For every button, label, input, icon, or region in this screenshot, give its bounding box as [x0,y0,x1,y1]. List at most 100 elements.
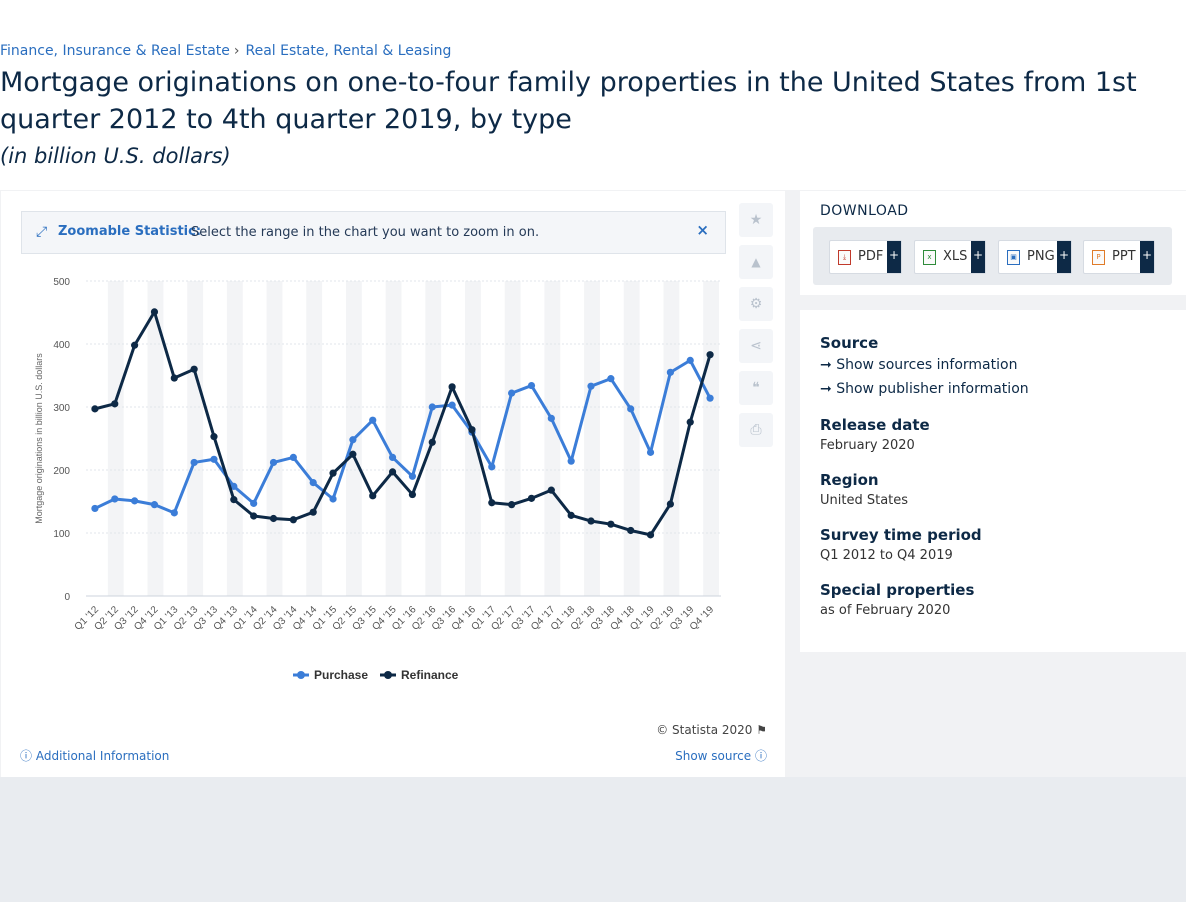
plus-icon[interactable]: + [971,241,985,273]
show-sources-link[interactable]: ➞ Show sources information [820,357,1017,373]
refinance-data-point [527,494,536,502]
zoom-label: Zoomable Statistic: [58,224,202,239]
survey-period-value: Q1 2012 to Q4 2019 [820,548,953,563]
copyright-text: © Statista 2020 [656,723,753,737]
column-band [584,281,600,596]
chart-card: ⤢ Zoomable Statistic: Select the range i… [1,191,785,777]
info-icon: ⓘ [754,749,767,763]
page-footer-band [0,777,1186,902]
show-publisher-link[interactable]: ➞ Show publisher information [820,381,1029,397]
png-file-icon: ▣ [1007,250,1020,265]
column-band [306,281,323,596]
plus-icon[interactable]: + [1057,241,1071,273]
plus-icon[interactable]: + [887,241,901,273]
gear-icon: ⚙ [749,296,763,312]
purchase-data-point [686,356,694,364]
refinance-data-point [349,450,357,458]
column-band [544,281,561,596]
quote-icon: ❝ [752,380,760,396]
refinance-data-point [131,341,139,349]
breadcrumb-item-finance[interactable]: Finance, Insurance & Real Estate [0,43,230,59]
download-title: DOWNLOAD [820,203,909,219]
zoom-banner: ⤢ Zoomable Statistic: Select the range i… [21,211,726,254]
refinance-data-point [587,517,595,525]
pdf-file-icon: ⤓ [838,250,851,265]
print-button[interactable]: ⎙ [739,413,773,447]
line-chart[interactable]: 0 100 200 300 400 500 Mortgage originations in… [21,267,721,687]
share-button[interactable]: ⋖ [739,329,773,363]
download-pdf-button[interactable]: ⤓ PDF + [829,240,902,274]
purchase-data-point [488,463,496,471]
legend-refinance-marker [384,671,392,679]
y-tick-label: 200 [53,466,70,477]
show-publisher-label: Show publisher information [836,381,1029,397]
copyright: © Statista 2020 ⚑ [656,723,767,737]
info-icon: ⓘ [20,749,33,763]
favorite-button[interactable]: ★ [739,203,773,237]
chart-toolbar: ★ ▲ ⚙ ⋖ ❝ ⎙ [739,203,773,455]
y-axis-label: Mortgage originations in billion U.S. do… [34,353,44,524]
plus-icon[interactable]: + [1140,241,1154,273]
release-date-heading: Release date [820,416,930,434]
refinance-data-point [408,490,417,499]
download-buttons: ⤓ PDF + x XLS + ▣ PNG + P PPT + [813,227,1172,285]
refinance-data-point [269,514,278,523]
purchase-data-point [388,453,397,461]
refinance-data-point [210,433,218,441]
purchase-data-point [706,394,714,402]
ppt-file-icon: P [1092,250,1105,265]
column-band [107,281,124,596]
column-band [504,281,521,596]
y-tick-label: 400 [53,340,70,351]
refinance-data-point [607,520,615,528]
column-band [623,281,640,596]
release-date-value: February 2020 [820,438,915,453]
purchase-data-point [150,501,159,509]
refinance-data-point [309,508,317,516]
notification-button[interactable]: ▲ [739,245,773,279]
legend-refinance-label: Refinance [401,668,459,682]
purchase-data-point [666,368,674,376]
refinance-data-point [388,468,397,476]
special-properties-heading: Special properties [820,581,975,599]
purchase-data-point [131,497,139,505]
column-band [703,281,719,596]
breadcrumb-item-real-estate[interactable]: Real Estate, Rental & Leasing [245,43,452,59]
download-xls-button[interactable]: x XLS + [914,240,986,274]
download-png-button[interactable]: ▣ PNG + [998,240,1072,274]
arrow-right-icon: ➞ [820,381,832,397]
refinance-data-point [646,531,655,539]
purchase-data-point [428,403,436,411]
source-card: Source ➞ Show sources information ➞ Show… [800,310,1186,652]
cite-button[interactable]: ❝ [739,371,773,405]
region-value: United States [820,493,909,508]
settings-button[interactable]: ⚙ [739,287,773,321]
zoom-text: Select the range in the chart you want t… [191,225,540,240]
region-heading: Region [820,471,879,489]
additional-information-link[interactable]: ⓘ Additional Information [20,747,169,764]
purchase-data-point [250,499,258,507]
column-band [187,281,204,596]
refinance-data-point [448,383,456,391]
purchase-data-point [111,495,119,503]
close-icon[interactable]: × [696,221,709,239]
purchase-data-point [289,453,297,461]
show-source-link[interactable]: Show source ⓘ [675,747,767,764]
download-png-label: PNG [1027,249,1055,264]
refinance-data-point [170,374,178,382]
flag-icon[interactable]: ⚑ [756,723,767,737]
page-title: Mortgage originations on one-to-four fam… [0,67,1137,135]
breadcrumb: Finance, Insurance & Real Estate › Real Es… [0,43,451,59]
share-icon: ⋖ [750,338,762,354]
download-ppt-button[interactable]: P PPT + [1083,240,1155,274]
y-tick-label: 300 [53,403,70,414]
show-sources-label: Show sources information [836,357,1018,373]
purchase-data-point [567,457,575,465]
column-band [385,281,402,596]
purchase-data-point [269,458,278,467]
download-pdf-label: PDF [858,249,884,264]
download-ppt-label: PPT [1112,249,1136,264]
additional-information-label: Additional Information [35,749,170,763]
refinance-series-line [94,310,712,537]
refinance-data-point [111,400,119,408]
